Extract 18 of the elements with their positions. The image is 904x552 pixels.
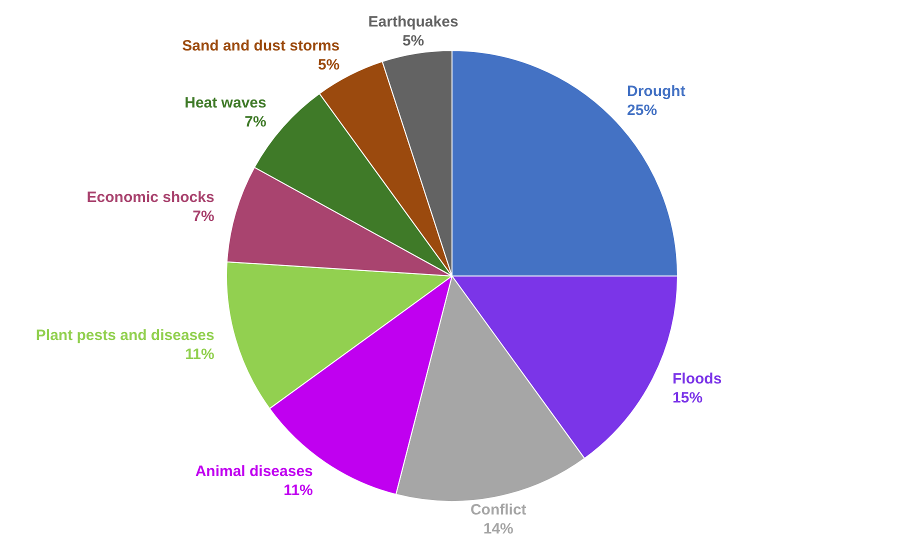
slice-label: Floods [672,370,722,388]
slice-label: Animal diseases [195,462,313,480]
data-label: 14% [483,520,514,538]
slice-label: Heat waves [184,94,266,112]
data-label: 11% [185,346,214,364]
data-label: 25% [627,102,658,120]
data-label: 5% [318,56,340,74]
data-label: 5% [402,32,424,50]
data-label: 11% [284,482,313,499]
slice-label: Conflict [470,501,526,518]
slice-label: Plant pests and diseases [36,327,214,344]
slice-label: Earthquakes [368,14,458,31]
data-label: 7% [192,208,214,226]
slice-label: Economic shocks [86,189,214,206]
data-label: 15% [672,390,703,407]
slice-label: Drought [627,83,686,100]
slice-label: Sand and dust storms [182,38,340,55]
data-label: 7% [244,113,266,130]
